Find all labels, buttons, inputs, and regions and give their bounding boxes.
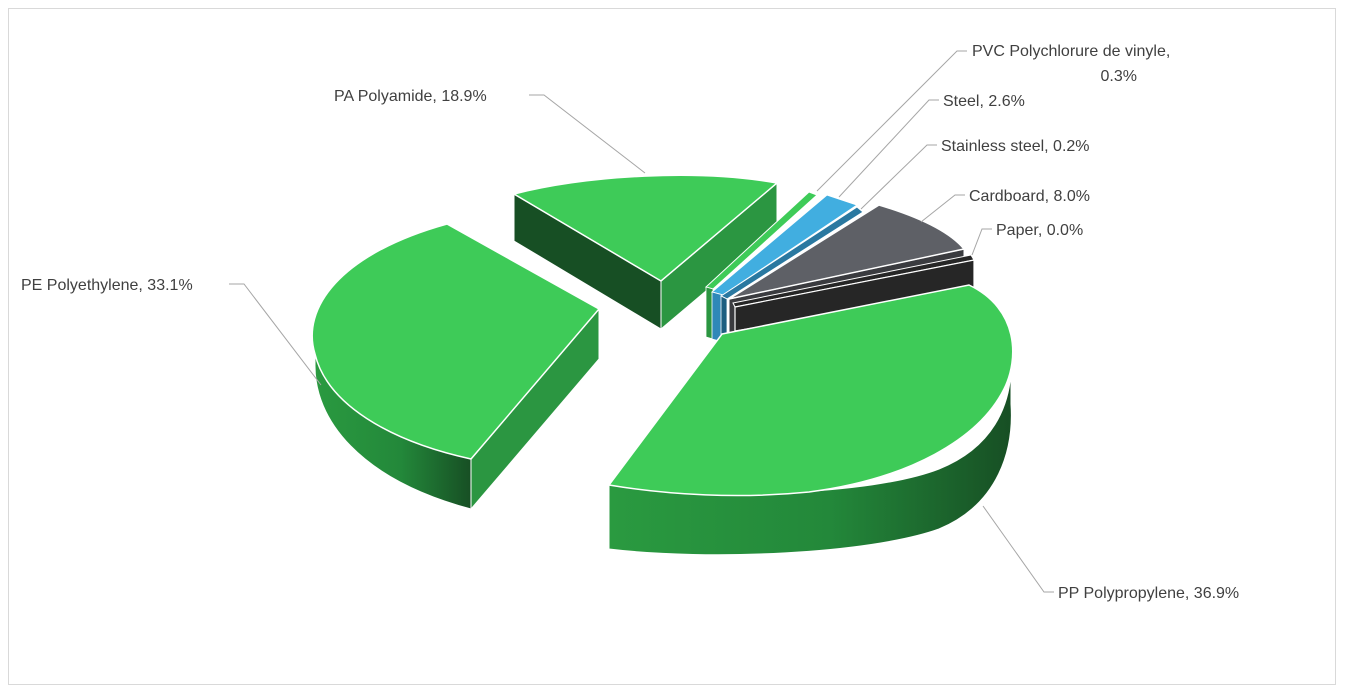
label-stainless: Stainless steel, 0.2% [941, 138, 1090, 155]
label-pvc-line2: 0.3% [1101, 68, 1137, 85]
chart-frame: PA Polyamide, 18.9% PE Polyethylene, 33.… [8, 8, 1336, 685]
label-paper: Paper, 0.0% [996, 222, 1083, 239]
label-pa: PA Polyamide, 18.9% [334, 88, 487, 105]
leader-pvc [816, 50, 967, 192]
leader-lines [229, 50, 1054, 593]
leader-steel [838, 99, 939, 198]
cardboard-top [728, 204, 966, 300]
slice-stainless-steel [719, 206, 864, 343]
pe-top [311, 223, 601, 460]
slice-pe-polyethylene [311, 223, 601, 511]
slice-steel [710, 194, 859, 343]
leader-pa [529, 94, 646, 174]
label-pvc-line1: PVC Polychlorure de vinyle, [972, 43, 1170, 60]
slice-pa-polyamide [512, 174, 779, 331]
label-pp: PP Polypropylene, 36.9% [1058, 585, 1239, 602]
leader-pp [982, 505, 1054, 593]
slice-pp-polypropylene [607, 284, 1014, 556]
label-steel: Steel, 2.6% [943, 93, 1025, 110]
leader-cardboard [920, 194, 965, 223]
pie-chart: PA Polyamide, 18.9% PE Polyethylene, 33.… [21, 43, 1239, 602]
leader-paper [971, 228, 992, 256]
data-labels: PA Polyamide, 18.9% PE Polyethylene, 33.… [21, 43, 1239, 602]
pp-top [607, 284, 1014, 497]
label-cardboard: Cardboard, 8.0% [969, 188, 1090, 205]
leader-stainless [860, 144, 937, 210]
label-pe: PE Polyethylene, 33.1% [21, 277, 193, 294]
pa-top [512, 174, 779, 282]
slice-pvc [705, 191, 818, 340]
leader-pe [229, 283, 322, 386]
